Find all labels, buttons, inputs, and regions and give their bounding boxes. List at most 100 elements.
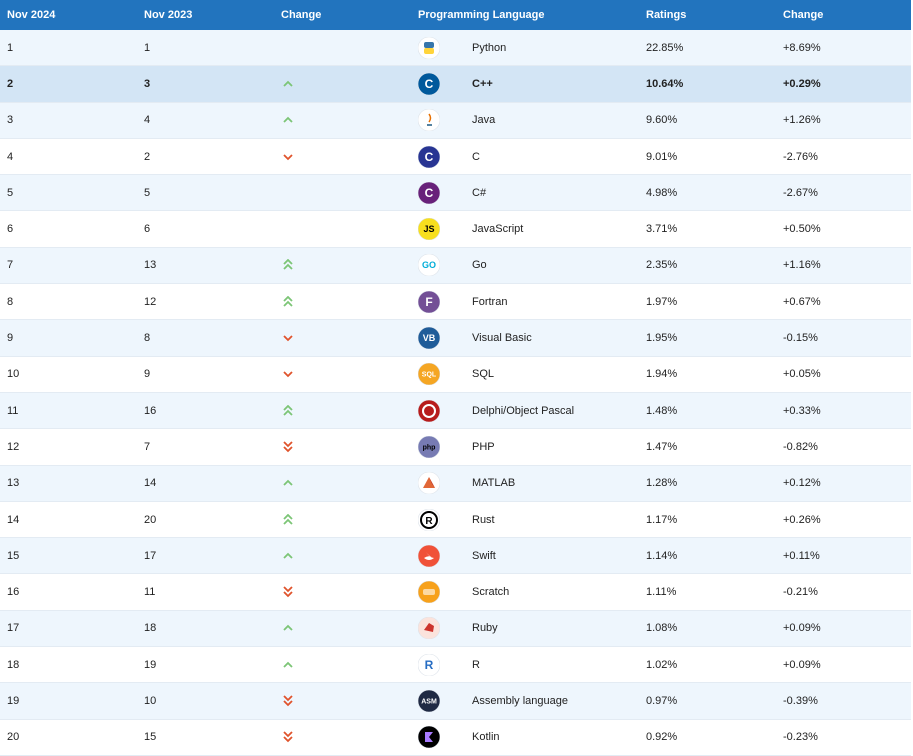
rank-previous: 19 bbox=[137, 646, 274, 683]
language-cell: VB Visual Basic bbox=[411, 319, 639, 357]
language-cell: Swift bbox=[411, 537, 639, 574]
arrow-down-icon bbox=[281, 150, 295, 162]
language-name[interactable]: Scratch bbox=[472, 586, 510, 599]
language-cell: Java bbox=[411, 102, 639, 139]
rank-change bbox=[274, 428, 411, 466]
rating-value: 1.47% bbox=[639, 428, 776, 466]
rank-previous: 14 bbox=[137, 465, 274, 502]
rank-current: 16 bbox=[0, 573, 137, 611]
language-cell: C C++ bbox=[411, 65, 639, 103]
rating-change: -0.39% bbox=[776, 682, 911, 720]
language-name[interactable]: Fortran bbox=[472, 295, 508, 308]
rank-current: 11 bbox=[0, 392, 137, 429]
c-icon: C bbox=[418, 145, 440, 168]
table-row: 2 3 C C++ 10.64% +0.29% bbox=[0, 65, 911, 103]
rating-change: -2.67% bbox=[776, 174, 911, 211]
arrow-up-icon bbox=[281, 477, 295, 489]
rank-current: 19 bbox=[0, 682, 137, 720]
arrow-up-icon bbox=[281, 659, 295, 671]
language-name[interactable]: MATLAB bbox=[472, 477, 516, 490]
rating-change: +0.33% bbox=[776, 392, 911, 429]
header-change-rank[interactable]: Change bbox=[274, 0, 411, 30]
rank-previous: 20 bbox=[137, 501, 274, 538]
go-icon: GO bbox=[418, 254, 440, 277]
language-name[interactable]: PHP bbox=[472, 440, 495, 453]
language-cell: Python bbox=[411, 30, 639, 66]
csharp-icon: C bbox=[418, 181, 440, 204]
table-row: 20 15 Kotlin 0.92% -0.23% bbox=[0, 719, 911, 756]
header-change-ratings[interactable]: Change bbox=[776, 0, 911, 30]
rating-change: +0.67% bbox=[776, 283, 911, 320]
rating-value: 2.35% bbox=[639, 247, 776, 284]
language-name[interactable]: R bbox=[472, 658, 480, 671]
table-header-row: Nov 2024 Nov 2023 Change Programming Lan… bbox=[0, 0, 911, 30]
svg-text:F: F bbox=[425, 295, 432, 309]
arrow-up-icon bbox=[281, 513, 295, 525]
language-name[interactable]: Visual Basic bbox=[472, 332, 532, 345]
header-ratings[interactable]: Ratings bbox=[639, 0, 776, 30]
rank-change bbox=[274, 65, 411, 103]
language-name[interactable]: Go bbox=[472, 259, 487, 272]
arrow-down-icon bbox=[281, 731, 295, 743]
language-cell: JS JavaScript bbox=[411, 210, 639, 248]
language-name[interactable]: Python bbox=[472, 41, 507, 54]
svg-text:php: php bbox=[423, 444, 436, 451]
rating-value: 1.02% bbox=[639, 646, 776, 683]
language-name[interactable]: Assembly language bbox=[472, 694, 569, 707]
rating-change: -0.15% bbox=[776, 319, 911, 357]
rating-value: 1.08% bbox=[639, 610, 776, 647]
assembly-icon: ASM bbox=[418, 689, 440, 712]
java-icon bbox=[418, 109, 440, 132]
language-name[interactable]: Ruby bbox=[472, 622, 498, 635]
language-name[interactable]: Kotlin bbox=[472, 731, 500, 744]
language-name[interactable]: Java bbox=[472, 114, 496, 127]
rank-current: 10 bbox=[0, 356, 137, 393]
language-cell: Scratch bbox=[411, 573, 639, 611]
kotlin-icon bbox=[418, 726, 440, 749]
svg-text:C: C bbox=[425, 77, 434, 91]
header-nov-2023[interactable]: Nov 2023 bbox=[137, 0, 274, 30]
language-cell: Delphi/Object Pascal bbox=[411, 392, 639, 429]
language-name[interactable]: SQL bbox=[472, 368, 495, 381]
language-name[interactable]: JavaScript bbox=[472, 223, 524, 236]
rating-value: 10.64% bbox=[639, 65, 776, 103]
svg-text:C: C bbox=[425, 150, 434, 164]
rating-change: +0.11% bbox=[776, 537, 911, 574]
arrow-down-icon bbox=[281, 586, 295, 598]
rating-change: +0.05% bbox=[776, 356, 911, 393]
table-row: 1 1 Python 22.85% +8.69% bbox=[0, 30, 911, 66]
fortran-icon: F bbox=[418, 290, 440, 313]
language-name[interactable]: C++ bbox=[472, 77, 493, 90]
svg-text:SQL: SQL bbox=[422, 372, 437, 379]
arrow-down-icon bbox=[281, 332, 295, 344]
table-row: 16 11 Scratch 1.11% -0.21% bbox=[0, 573, 911, 611]
rating-change: +8.69% bbox=[776, 30, 911, 66]
table-row: 5 5 C C# 4.98% -2.67% bbox=[0, 174, 911, 211]
arrow-up-icon bbox=[281, 78, 295, 90]
delphi-icon bbox=[418, 399, 440, 422]
language-name[interactable]: C bbox=[472, 150, 480, 163]
rating-change: +1.26% bbox=[776, 102, 911, 139]
rating-value: 9.01% bbox=[639, 138, 776, 175]
language-cell: R Rust bbox=[411, 501, 639, 538]
rating-value: 3.71% bbox=[639, 210, 776, 248]
header-programming-language[interactable]: Programming Language bbox=[411, 0, 639, 30]
visual-basic-icon: VB bbox=[418, 327, 440, 350]
language-name[interactable]: Rust bbox=[472, 513, 495, 526]
header-nov-2024[interactable]: Nov 2024 bbox=[0, 0, 137, 30]
rating-value: 0.92% bbox=[639, 719, 776, 756]
rank-change bbox=[274, 610, 411, 647]
svg-text:VB: VB bbox=[423, 333, 436, 343]
language-cell: ASM Assembly language bbox=[411, 682, 639, 720]
language-name[interactable]: Swift bbox=[472, 549, 496, 562]
language-cell: MATLAB bbox=[411, 465, 639, 502]
rating-change: -0.82% bbox=[776, 428, 911, 466]
language-name[interactable]: Delphi/Object Pascal bbox=[472, 404, 575, 417]
svg-text:ASM: ASM bbox=[421, 698, 437, 705]
language-cell: C C# bbox=[411, 174, 639, 211]
language-name[interactable]: C# bbox=[472, 186, 487, 199]
rating-value: 1.94% bbox=[639, 356, 776, 393]
rank-change bbox=[274, 210, 411, 248]
rank-previous: 18 bbox=[137, 610, 274, 647]
